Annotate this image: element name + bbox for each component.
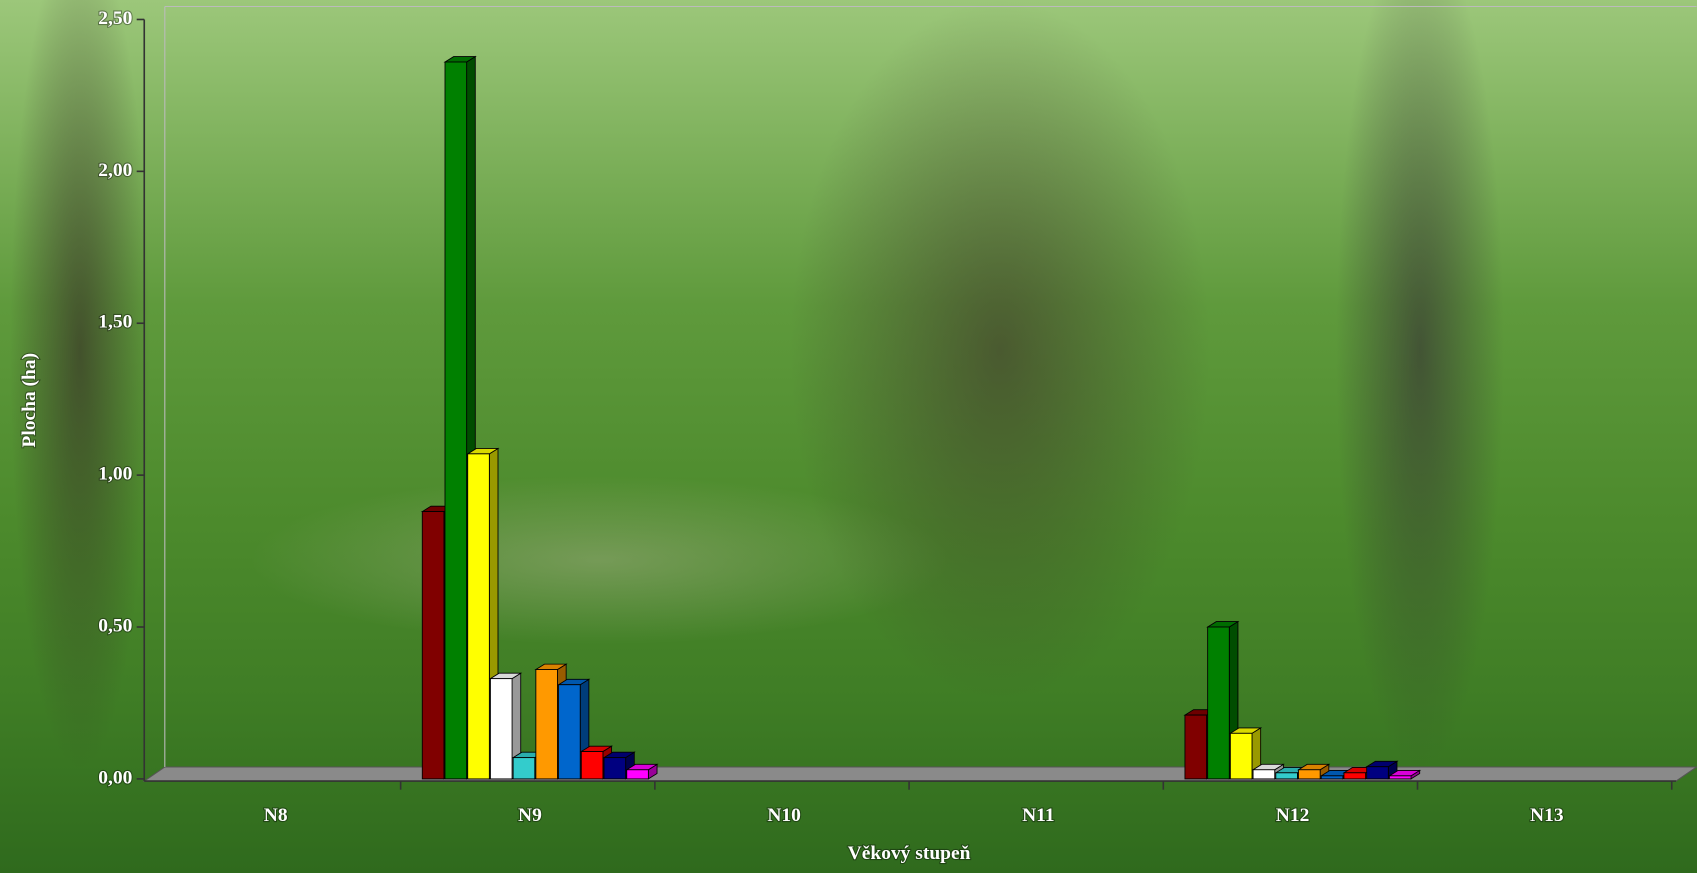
bar	[1367, 767, 1389, 779]
x-tick-label: N9	[518, 805, 542, 826]
bar	[536, 670, 558, 779]
x-tick-label: N8	[264, 805, 288, 826]
bar	[604, 758, 626, 779]
y-tick-label: 1,50	[98, 312, 132, 333]
chart: Plocha (ha) Věkový stupeň 0,00 0,50 1,00 1,…	[0, 0, 1697, 873]
y-tick-label: 1,00	[98, 464, 132, 485]
bar	[1321, 776, 1343, 779]
bar	[1276, 773, 1298, 779]
bar	[490, 679, 512, 779]
y-axis-label: Plocha (ha)	[19, 353, 40, 448]
x-axis-label: Věkový stupeň	[848, 843, 971, 864]
bar	[1208, 627, 1230, 779]
bar	[445, 62, 467, 779]
bar	[627, 770, 649, 779]
bar	[468, 454, 490, 779]
x-tick-label: N13	[1530, 805, 1564, 826]
bar	[513, 758, 535, 779]
bar	[1253, 770, 1275, 779]
floor	[144, 767, 1696, 781]
bar	[1230, 733, 1252, 779]
bar	[581, 752, 603, 779]
y-tick-label: 2,50	[98, 8, 132, 29]
bar	[1389, 776, 1411, 779]
x-tick-label: N12	[1276, 805, 1310, 826]
bar	[1299, 770, 1321, 779]
page: Plocha (ha) Věkový stupeň 0,00 0,50 1,00 1,…	[0, 0, 1697, 873]
y-tick-label: 0,50	[98, 615, 132, 636]
bar	[422, 512, 444, 779]
x-tick-label: N11	[1022, 805, 1054, 826]
bar	[1185, 715, 1207, 779]
y-tick-label: 0,00	[98, 767, 132, 788]
x-tick-label: N10	[767, 805, 801, 826]
bar	[1344, 773, 1366, 779]
y-tick-label: 2,00	[98, 160, 132, 181]
bar	[559, 685, 581, 779]
